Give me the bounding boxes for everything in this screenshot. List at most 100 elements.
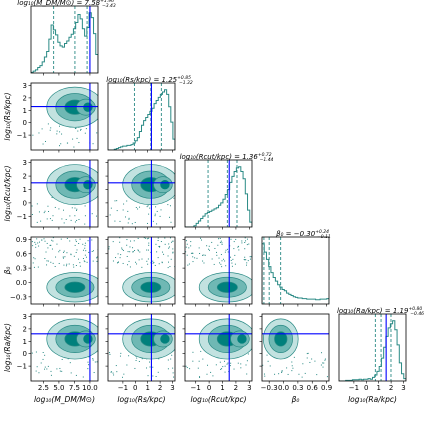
sample-point (153, 261, 155, 263)
sample-point (78, 142, 80, 144)
y-tick-label: −0.3 (10, 293, 27, 301)
panel-frame (107, 82, 176, 151)
sample-point (63, 251, 65, 253)
sample-point (141, 266, 143, 268)
sample-point (40, 362, 42, 364)
sample-point (214, 247, 216, 249)
sample-point (41, 128, 43, 130)
sample-point (80, 128, 82, 130)
sample-point (194, 257, 196, 259)
sample-point (50, 244, 52, 246)
sample-point (131, 223, 133, 225)
y-tick-label: 0.6 (16, 250, 28, 258)
panel-beta-vs-rs (108, 237, 175, 304)
panel-rcut-vs-rcut (185, 160, 252, 227)
sample-point (186, 367, 188, 369)
sample-point (59, 367, 61, 369)
panel-rs-vs-rs (108, 83, 175, 150)
sample-point (36, 238, 38, 240)
sample-point (155, 243, 157, 245)
sample-point (71, 207, 73, 209)
sample-point (219, 262, 221, 264)
sample-point (190, 241, 192, 243)
sample-point (306, 357, 308, 359)
sample-point (119, 257, 121, 259)
sample-point (112, 241, 114, 243)
sample-point (322, 362, 324, 364)
panel-ra-vs-rcut (185, 314, 252, 381)
sample-point (112, 372, 114, 374)
sample-point (149, 207, 151, 209)
sample-point (137, 237, 139, 239)
x-tick-label: −1 (349, 384, 359, 392)
sample-point (44, 354, 46, 356)
sample-point (171, 241, 173, 243)
sample-point (50, 261, 52, 263)
sample-point (200, 350, 202, 352)
x-tick-label: 1 (376, 384, 380, 392)
sample-point (109, 353, 111, 355)
sample-point (93, 372, 95, 374)
sample-point (293, 356, 295, 358)
sample-point (149, 361, 151, 363)
sample-point (82, 258, 84, 260)
sample-point (62, 257, 64, 259)
sample-point (241, 242, 243, 244)
sample-point (132, 251, 134, 253)
sample-point (108, 246, 110, 248)
panel-ra-vs-ra (339, 314, 406, 381)
panel-beta-vs-mdm (31, 237, 98, 304)
sample-point (135, 206, 137, 208)
sample-point (116, 200, 118, 202)
sample-point (169, 205, 171, 207)
sample-point (74, 215, 76, 217)
sample-point (31, 352, 33, 354)
sample-point (202, 358, 204, 360)
sample-point (208, 245, 210, 247)
sample-point (52, 262, 54, 264)
sample-point (32, 262, 34, 264)
sample-point (207, 248, 209, 250)
sample-point (96, 260, 98, 262)
sample-point (246, 238, 248, 240)
y-axis-label-rs: log₁₀(Rs/kpc) (3, 92, 12, 140)
sample-point (154, 264, 156, 266)
sample-point (232, 258, 234, 260)
sample-point (126, 239, 128, 241)
sample-point (52, 215, 54, 217)
sample-point (170, 258, 172, 260)
sample-point (133, 240, 135, 242)
sample-point (147, 263, 149, 265)
sample-point (155, 206, 157, 208)
sample-point (161, 261, 163, 263)
sample-point (185, 240, 187, 242)
y-tick-label: 1 (23, 186, 27, 194)
sample-point (44, 240, 46, 242)
sample-point (126, 364, 128, 366)
sample-point (66, 252, 68, 254)
sample-point (129, 246, 131, 248)
panel-frame (30, 5, 99, 74)
sample-point (146, 367, 148, 369)
sample-point (167, 267, 169, 269)
panel-frame (184, 313, 253, 382)
sample-point (269, 365, 271, 367)
sample-point (92, 358, 94, 360)
sample-point (58, 262, 60, 264)
sample-point (73, 255, 75, 257)
sample-point (158, 358, 160, 360)
sample-point (127, 251, 129, 253)
sample-point (240, 363, 242, 365)
sample-point (119, 220, 121, 222)
sample-point (32, 134, 34, 136)
sample-point (138, 360, 140, 362)
sample-point (278, 373, 280, 375)
sample-point (42, 358, 44, 360)
y-tick-label: 0.3 (16, 265, 27, 273)
sample-point (172, 251, 174, 253)
sample-point (49, 218, 51, 220)
sample-point (249, 256, 251, 258)
y-tick-label: 0 (23, 199, 27, 207)
sample-point (168, 261, 170, 263)
sample-point (35, 370, 37, 372)
